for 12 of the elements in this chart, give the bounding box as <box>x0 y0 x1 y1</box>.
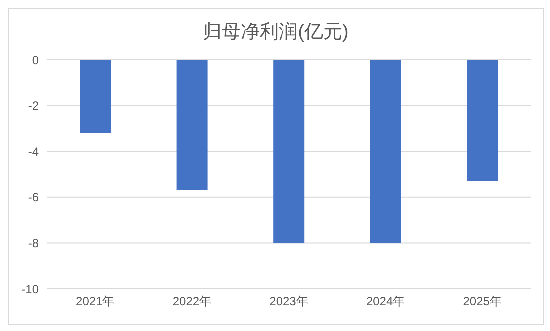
y-tick-label: -10 <box>22 282 40 296</box>
x-tick-label: 2022年 <box>172 294 212 309</box>
x-tick-label: 2025年 <box>463 294 502 309</box>
y-tick-label: -4 <box>28 144 40 159</box>
y-tick-label: -2 <box>28 99 40 114</box>
y-tick-label: -8 <box>28 236 40 250</box>
y-tick-label: -6 <box>28 190 40 205</box>
x-tick-label: 2021年 <box>76 294 115 309</box>
chart-title: 归母净利润(亿元) <box>202 21 350 45</box>
x-tick-label: 2023年 <box>270 294 308 309</box>
x-tick-label: 2024年 <box>366 294 406 309</box>
y-tick-label: 0 <box>32 53 40 68</box>
